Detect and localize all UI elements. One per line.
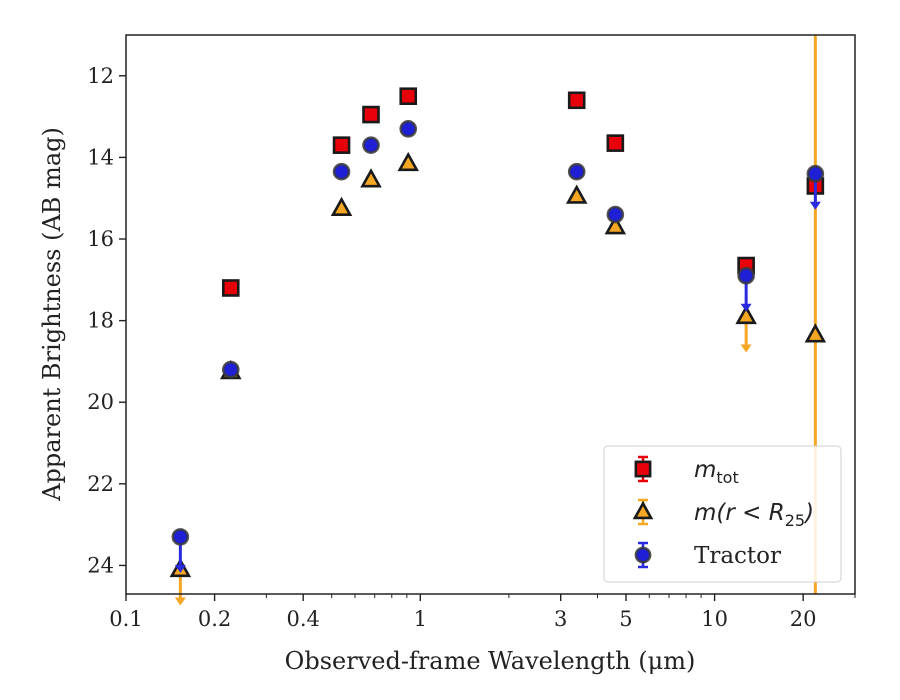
mr25-marker: [804, 323, 827, 343]
y-tick-label: 24: [87, 553, 114, 577]
y-tick-label: 22: [87, 472, 114, 496]
y-axis-label: Apparent Brightness (AB mag): [38, 127, 66, 502]
y-tick-label: 12: [87, 64, 114, 88]
legend-label: Tractor: [694, 543, 781, 569]
tractor-marker: [221, 360, 240, 379]
x-tick-label: 0.1: [109, 607, 142, 631]
tractor-point: [606, 205, 625, 224]
mtot-marker: [221, 279, 240, 297]
tractor-point: [362, 136, 380, 154]
mtot-marker: [332, 136, 351, 154]
mr25-point: [604, 215, 627, 235]
mr25-marker: [632, 500, 654, 520]
mtot-point: [399, 87, 418, 106]
tractor-marker: [399, 120, 418, 138]
mr25-marker: [360, 168, 382, 188]
x-axis-label: Observed-frame Wavelength (μm): [285, 647, 696, 675]
mr25-point: [735, 304, 757, 353]
x-tick-label: 0.2: [198, 607, 231, 631]
mr25-point: [330, 196, 353, 217]
mtot-marker: [362, 105, 380, 124]
legend-label: mtot: [694, 457, 739, 487]
mtot-marker: [634, 460, 652, 478]
tractor-point: [221, 360, 240, 379]
mr25-marker: [330, 196, 353, 217]
tractor-marker: [634, 546, 652, 564]
tractor-marker: [332, 162, 351, 181]
tractor-marker: [737, 266, 755, 285]
mtot-point: [606, 134, 625, 152]
tractor-point: [806, 164, 825, 210]
tractor-point: [737, 266, 755, 312]
tractor-upper-limit-head: [809, 201, 821, 210]
legend-entry-tractor: Tractor: [634, 541, 781, 569]
mr25-upper-limit-head: [740, 344, 752, 353]
x-tick-label: 1: [414, 607, 427, 631]
tractor-marker: [362, 136, 380, 154]
y-tick-label: 18: [87, 309, 114, 333]
mr25-marker: [397, 151, 420, 172]
mtot-marker: [567, 91, 586, 110]
mtot-point: [567, 91, 586, 110]
legend-label: m(r < R25): [694, 500, 814, 530]
tractor-marker: [171, 528, 190, 546]
y-tick-label: 14: [87, 145, 114, 169]
tractor-upper-limit-head: [174, 564, 186, 573]
mr25-marker: [604, 215, 627, 235]
tractor-point: [399, 120, 418, 138]
legend-box: [603, 445, 842, 583]
mtot-marker: [606, 134, 625, 152]
tractor-marker: [806, 164, 825, 183]
y-tick-label: 16: [87, 227, 114, 251]
x-tick-label: 3: [554, 607, 567, 631]
plot-frame: [125, 34, 856, 595]
mr25-upper-limit-head: [174, 597, 186, 606]
y-tick-label: 20: [87, 390, 114, 414]
mr25-point: [565, 184, 588, 204]
tractor-point: [567, 162, 586, 181]
tractor-marker: [606, 205, 625, 224]
legend-entry-mr25: m(r < R25): [632, 498, 814, 530]
plot-marks: [169, 35, 827, 606]
mtot-point: [221, 279, 240, 297]
mtot-point: [362, 105, 380, 124]
tractor-marker: [567, 162, 586, 181]
mr25-point: [360, 168, 382, 188]
mtot-point: [332, 136, 351, 154]
tractor-point: [332, 162, 351, 181]
x-tick-label: 20: [790, 607, 817, 631]
x-tick-label: 0.4: [286, 607, 319, 631]
x-tick-label: 5: [619, 607, 632, 631]
legend: mtot m(r < R25) Tractor: [603, 445, 842, 583]
legend-entry-mtot: mtot: [634, 455, 739, 487]
tractor-point: [171, 528, 190, 573]
axis-ticks: 0.1 0.2 0.4 1 3 5 10 20 12 14 16 18 20 22 24: [87, 64, 856, 631]
mtot-marker: [399, 87, 418, 106]
tractor-upper-limit-head: [740, 303, 752, 312]
mr25-marker: [565, 184, 588, 204]
mr25-point: [397, 151, 420, 172]
x-tick-label: 10: [701, 607, 728, 631]
mr25-marker: [735, 304, 757, 325]
